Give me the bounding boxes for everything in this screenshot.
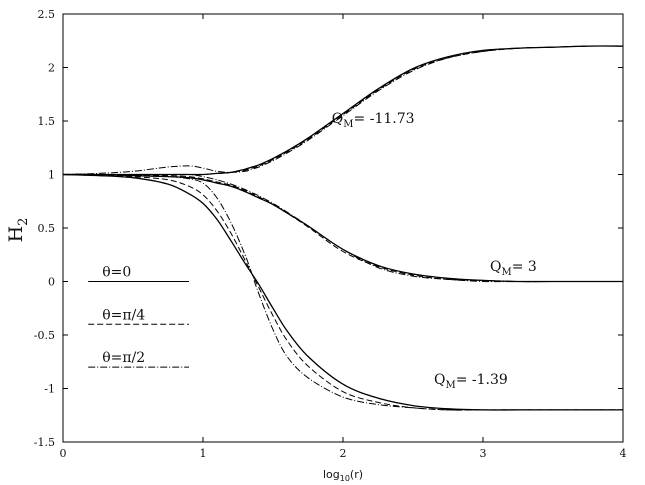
series-line-8 [62, 173, 623, 411]
curve-label: QM= -11.73 [332, 111, 415, 130]
y-axis-label-sub: 2 [16, 218, 31, 226]
x-axis-label-rest: (r) [350, 468, 363, 481]
legend: θ=0 θ=π/4 θ=π/2 [88, 265, 189, 368]
y-tick-label: 0.5 [38, 222, 56, 235]
series-line-5 [63, 173, 623, 283]
x-axis-label: log10(r) [323, 468, 363, 483]
series-line-3 [62, 173, 623, 283]
y-axis-label-base: H [5, 226, 27, 243]
curve-label-sub: M [501, 267, 511, 278]
curve-label-q: Q [490, 259, 501, 275]
y-tick-label: 1.5 [38, 115, 56, 128]
x-tick-label: 4 [620, 447, 627, 460]
x-tick-label: 1 [200, 447, 207, 460]
x-tick-label: 2 [340, 447, 347, 460]
series-line-2 [62, 45, 624, 175]
x-tick-label: 0 [60, 447, 67, 460]
y-tick-label: -1.5 [34, 436, 55, 449]
plot-frame [62, 13, 624, 443]
y-axis-label: H2 [5, 218, 31, 243]
legend-label: θ=π/4 [102, 307, 145, 323]
curve-label-value: = 3 [512, 259, 537, 275]
x-tick-label: 3 [480, 447, 487, 460]
curve-label: QM= 3 [490, 259, 537, 278]
curve-label-value: = -11.73 [354, 111, 415, 127]
curve-label-sub: M [445, 380, 455, 391]
axis-ticks: 0 1 2 3 4 -1.5 -1 -0.5 0 0.5 1 1.5 2 2.5 [34, 8, 627, 460]
curve-label-q: Q [332, 111, 343, 127]
x-axis-label-base: log [323, 468, 340, 481]
data-curves [62, 45, 624, 411]
y-tick-label: -1 [44, 383, 55, 396]
legend-label: θ=0 [102, 265, 131, 281]
y-tick-label: -0.5 [34, 329, 55, 342]
curve-label-value: = -1.39 [456, 372, 508, 388]
y-tick-label: 0 [48, 276, 55, 289]
y-tick-label: 2 [48, 62, 55, 75]
y-tick-label: 1 [48, 169, 55, 182]
curve-label: QM= -1.39 [434, 372, 508, 391]
legend-label: θ=π/2 [102, 350, 145, 366]
y-tick-label: 2.5 [38, 8, 56, 21]
series-line-6 [62, 173, 623, 411]
series-line-7 [62, 174, 623, 411]
curve-label-q: Q [434, 372, 445, 388]
curve-label-sub: M [343, 119, 353, 130]
x-axis-label-sub: 10 [340, 474, 350, 483]
series-line-4 [62, 173, 623, 283]
